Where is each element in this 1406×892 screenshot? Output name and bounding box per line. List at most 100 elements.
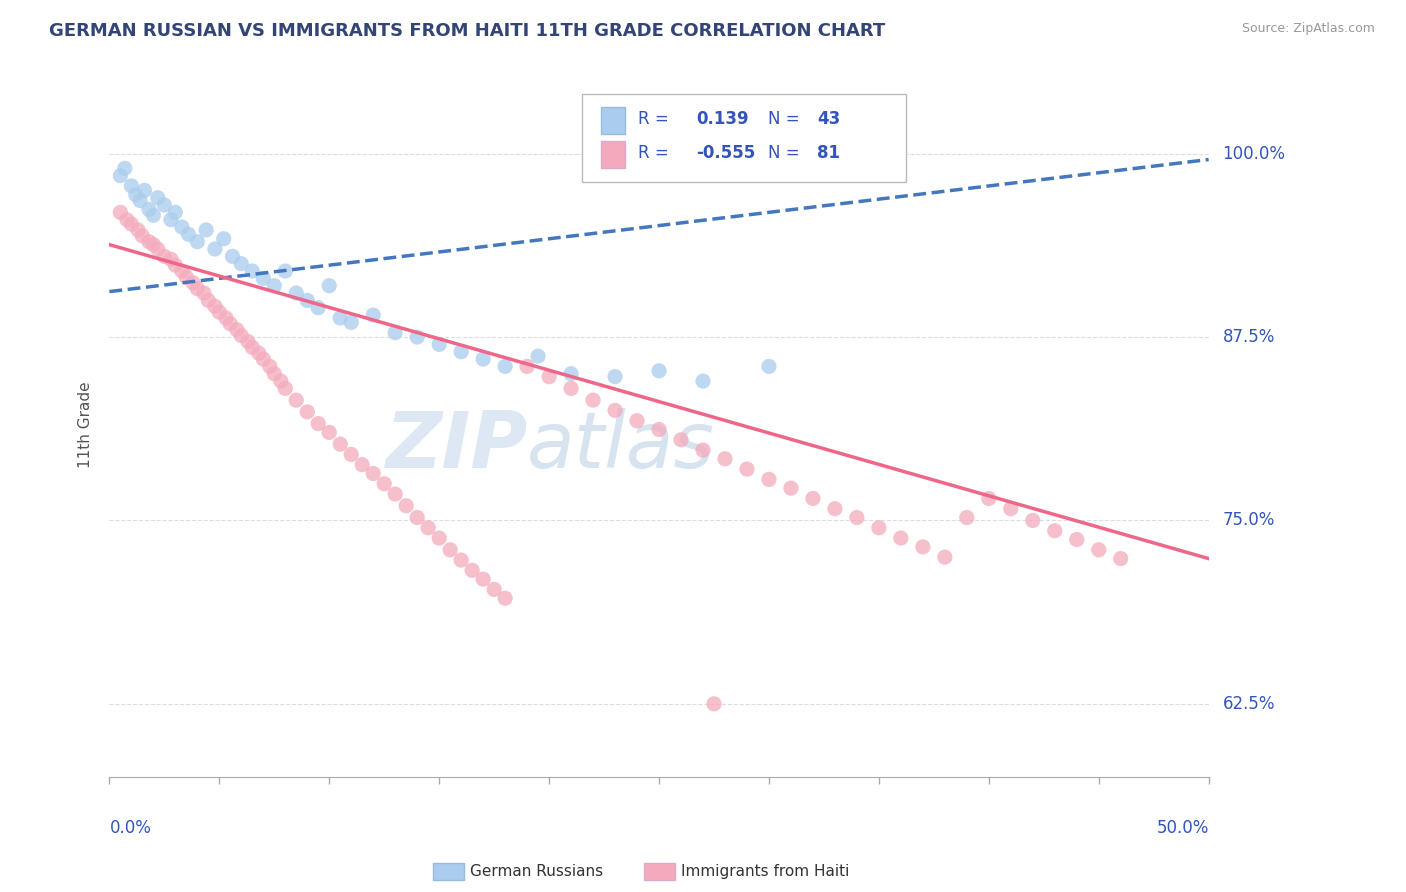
Point <box>538 369 561 384</box>
Point <box>274 264 297 278</box>
Point <box>221 249 243 263</box>
Point <box>307 301 329 315</box>
Point <box>153 198 176 212</box>
Point <box>692 443 714 458</box>
Point <box>582 393 605 408</box>
Point <box>110 169 132 183</box>
Point <box>418 521 440 535</box>
Point <box>129 194 152 208</box>
Point <box>406 510 429 524</box>
Point <box>427 531 450 545</box>
Point <box>824 501 846 516</box>
Point <box>516 359 538 374</box>
Text: ZIP: ZIP <box>385 409 527 484</box>
Point <box>138 235 160 249</box>
Point <box>142 237 165 252</box>
Point <box>270 374 292 388</box>
Point <box>384 487 406 501</box>
Point <box>626 414 648 428</box>
Point <box>274 381 297 395</box>
Text: Immigrants from Haiti: Immigrants from Haiti <box>681 864 849 879</box>
Point <box>934 550 956 565</box>
Point <box>181 276 204 290</box>
Text: 0.0%: 0.0% <box>110 819 152 837</box>
Point <box>352 458 374 472</box>
Point <box>177 227 200 242</box>
Text: 75.0%: 75.0% <box>1223 511 1275 530</box>
Point <box>165 258 187 272</box>
Text: GERMAN RUSSIAN VS IMMIGRANTS FROM HAITI 11TH GRADE CORRELATION CHART: GERMAN RUSSIAN VS IMMIGRANTS FROM HAITI … <box>49 22 886 40</box>
Point <box>127 223 149 237</box>
Point <box>170 264 193 278</box>
Point <box>138 202 160 217</box>
Point <box>472 572 495 586</box>
Point <box>560 367 582 381</box>
Point <box>977 491 1000 506</box>
Point <box>259 359 281 374</box>
Point <box>845 510 868 524</box>
Point <box>340 447 363 461</box>
Point <box>1109 551 1132 566</box>
Point <box>340 315 363 329</box>
Point <box>703 697 725 711</box>
Point <box>406 330 429 344</box>
Text: German Russians: German Russians <box>470 864 603 879</box>
Point <box>197 293 219 308</box>
Point <box>204 299 226 313</box>
Point <box>461 563 484 577</box>
Point <box>956 510 979 524</box>
Text: 0.139: 0.139 <box>696 110 749 128</box>
Point <box>195 223 218 237</box>
Point <box>307 417 329 431</box>
Point <box>212 232 235 246</box>
Point <box>263 278 285 293</box>
Point <box>142 208 165 222</box>
Point <box>692 880 714 892</box>
Point <box>252 271 274 285</box>
Point <box>329 437 352 451</box>
Point <box>648 422 671 436</box>
Point <box>373 476 395 491</box>
Point <box>297 293 319 308</box>
Text: N =: N = <box>768 110 800 128</box>
Point <box>285 393 308 408</box>
Point <box>603 403 626 417</box>
Point <box>692 374 714 388</box>
Point <box>170 220 193 235</box>
FancyBboxPatch shape <box>600 141 624 168</box>
Point <box>125 187 148 202</box>
Point <box>1022 513 1045 527</box>
Point <box>120 217 142 231</box>
Point <box>110 205 132 219</box>
Point <box>231 257 253 271</box>
Point <box>146 191 169 205</box>
Text: R =: R = <box>638 144 669 161</box>
Text: 81: 81 <box>817 144 841 161</box>
Point <box>1066 533 1088 547</box>
Point <box>427 337 450 351</box>
Point <box>439 542 461 557</box>
Text: 87.5%: 87.5% <box>1223 328 1275 346</box>
Text: 50.0%: 50.0% <box>1156 819 1209 837</box>
Point <box>204 242 226 256</box>
Point <box>176 269 198 284</box>
Text: 62.5%: 62.5% <box>1223 695 1275 713</box>
Text: N =: N = <box>768 144 800 161</box>
Point <box>758 359 780 374</box>
Point <box>252 352 274 367</box>
Point <box>114 161 136 176</box>
Point <box>560 381 582 395</box>
Point <box>527 349 550 363</box>
Point <box>780 481 803 495</box>
Point <box>669 433 692 447</box>
Point <box>208 305 231 319</box>
Point <box>193 286 215 301</box>
Point <box>450 344 472 359</box>
Y-axis label: 11th Grade: 11th Grade <box>79 382 93 468</box>
Point <box>450 553 472 567</box>
Point <box>219 317 242 331</box>
Point <box>648 364 671 378</box>
Point <box>361 308 384 322</box>
Point <box>153 249 176 263</box>
Point <box>186 235 208 249</box>
